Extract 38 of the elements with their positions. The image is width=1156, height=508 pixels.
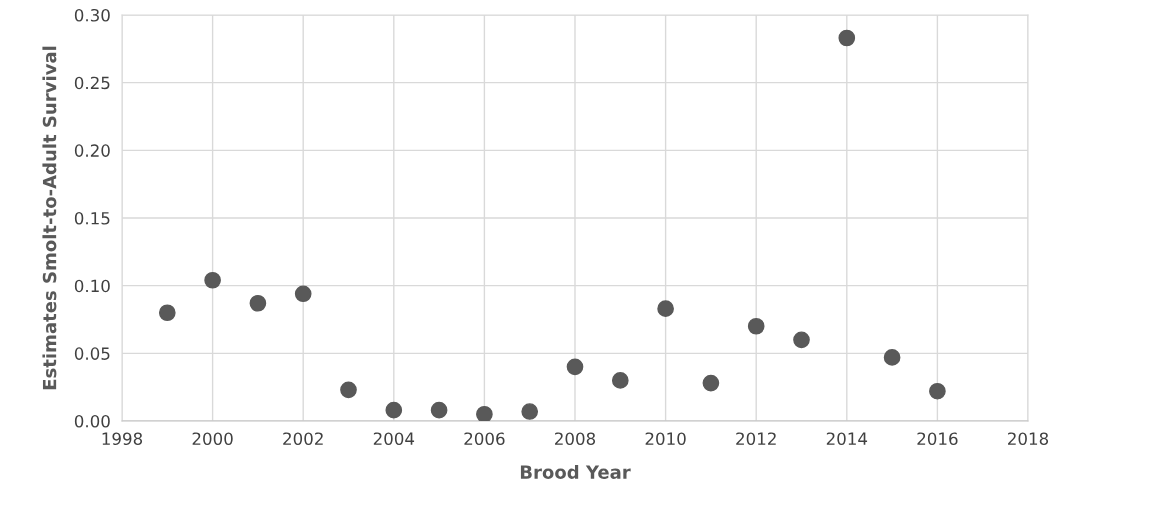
point [204, 271, 221, 289]
y-tick-label: 0.05 [74, 347, 110, 360]
point [793, 331, 810, 349]
y-tick-label: 0.25 [74, 76, 110, 90]
point [883, 349, 901, 366]
x-tick-label: 2012 [736, 432, 776, 446]
point [747, 317, 765, 335]
y-tick-label: 0.15 [74, 211, 110, 225]
x-tick-label: 2014 [826, 432, 868, 446]
point [430, 401, 448, 419]
point [611, 372, 629, 389]
point [657, 300, 674, 318]
point [385, 401, 403, 419]
point [702, 374, 720, 392]
x-tick-label: 2002 [283, 432, 323, 446]
y-tick-label: 0.30 [74, 8, 110, 22]
point [566, 358, 584, 376]
point [294, 285, 312, 303]
point [838, 29, 856, 47]
x-tick-label: 2016 [917, 432, 958, 446]
y-tick-label: 0.10 [74, 279, 110, 293]
y-tick-label: 0.00 [74, 414, 110, 428]
point [476, 405, 493, 421]
x-tick-label: 1998 [102, 432, 143, 446]
point [340, 381, 357, 399]
x-tick-label: 2008 [555, 432, 596, 446]
point [158, 304, 176, 322]
x-tick-label: 2018 [1008, 432, 1049, 446]
point [521, 403, 539, 420]
y-axis-title: Estimates Smolt-to-Adult Survival [42, 46, 57, 390]
x-axis-title: Brood Year [520, 464, 631, 479]
x-tick-label: 2000 [192, 432, 233, 446]
point [249, 294, 267, 312]
x-tick-label: 2006 [464, 432, 505, 446]
x-tick-label: 2010 [645, 432, 686, 446]
x-tick-label: 2004 [373, 432, 415, 446]
point [929, 382, 946, 400]
y-tick-label: 0.20 [74, 144, 110, 157]
